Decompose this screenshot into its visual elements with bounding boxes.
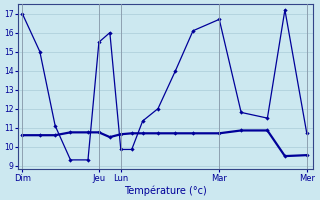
X-axis label: Température (°c): Température (°c) — [124, 185, 207, 196]
